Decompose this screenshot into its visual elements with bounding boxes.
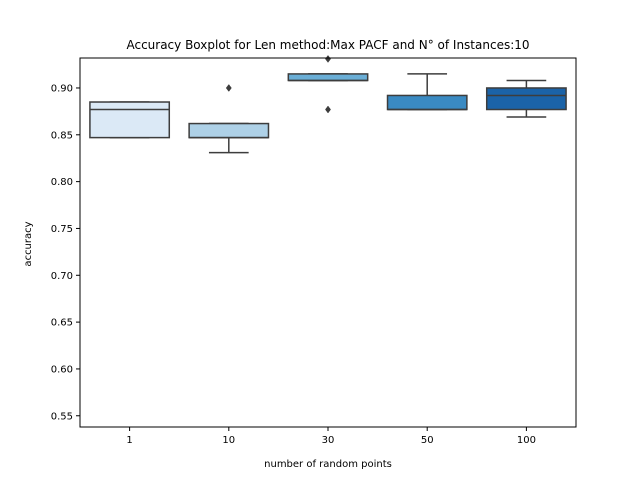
y-tick-label: 0.80: [51, 177, 73, 188]
x-tick-label: 30: [322, 435, 335, 446]
outlier-point: [225, 84, 232, 92]
y-tick-label: 0.90: [51, 83, 73, 94]
y-axis-label: accuracy: [23, 221, 34, 266]
y-tick-label: 0.55: [51, 411, 73, 422]
y-tick-label: 0.65: [51, 318, 73, 329]
y-axis: 0.55 0.60 0.65 0.70 0.75 0.80 0.85 0.90: [51, 83, 80, 422]
plot-frame: [79, 57, 577, 428]
x-tick-label: 50: [421, 435, 434, 446]
box-group-50: [386, 73, 468, 111]
box-group-100: [485, 79, 567, 118]
x-axis-label: number of random points: [264, 459, 392, 470]
box-group-1: [89, 101, 171, 139]
box-group-10: [188, 84, 270, 154]
x-axis: 1 10 30 50 100: [126, 427, 536, 446]
outlier-point: [325, 55, 331, 63]
chart-title: Accuracy Boxplot for Len method:Max PACF…: [126, 38, 529, 52]
outlier-point: [325, 105, 331, 114]
y-tick-label: 0.75: [51, 224, 73, 235]
x-tick-label: 10: [222, 435, 235, 446]
y-tick-label: 0.60: [51, 364, 73, 375]
y-tick-label: 0.70: [51, 271, 73, 282]
x-tick-label: 1: [126, 435, 132, 446]
x-tick-label: 100: [517, 435, 536, 446]
box-group-30: [287, 55, 369, 114]
box: [485, 87, 567, 111]
box: [188, 122, 270, 139]
box: [386, 94, 468, 111]
box: [287, 73, 369, 82]
y-tick-label: 0.85: [51, 130, 73, 141]
box: [89, 101, 171, 139]
plot-area: [89, 55, 567, 154]
